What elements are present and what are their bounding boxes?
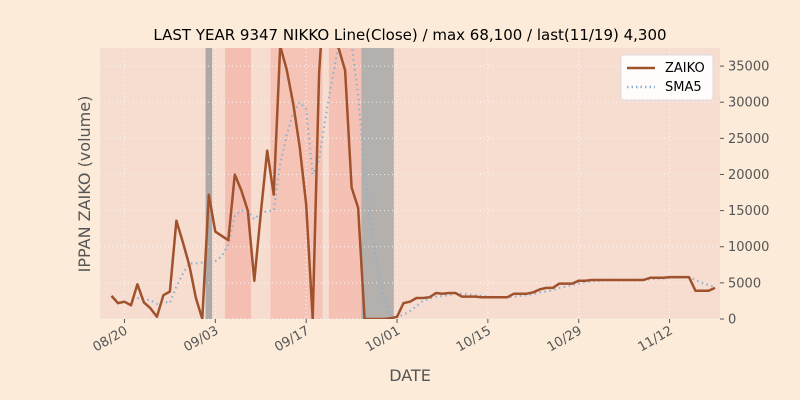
x-tick-label: 09/17 — [272, 323, 312, 355]
y-tick-label: 0 — [728, 313, 736, 328]
x-axis: 08/20 09/03 09/17 10/01 10/15 10/29 11/12 — [91, 319, 676, 355]
legend-box — [620, 54, 714, 101]
y-tick-label: 35000 — [728, 60, 769, 75]
y-tick-label: 10000 — [728, 240, 769, 255]
chart-title: LAST YEAR 9347 NIKKO Line(Close) / max 6… — [153, 26, 666, 44]
y-tick-label: 15000 — [728, 204, 769, 219]
band-0 — [205, 48, 213, 319]
x-tick-label: 11/12 — [636, 323, 676, 355]
grid — [100, 48, 720, 320]
plot-area — [100, 48, 720, 319]
x-tick-label: 09/03 — [181, 323, 221, 355]
x-axis-label: DATE — [389, 366, 431, 385]
x-tick-label: 10/15 — [454, 323, 494, 355]
legend: ZAIKO SMA5 — [620, 54, 714, 101]
y-tick-label: 30000 — [728, 96, 769, 111]
y-tick-label: 5000 — [728, 276, 761, 291]
legend-label-sma5: SMA5 — [665, 80, 702, 95]
y-tick-label: 25000 — [728, 132, 769, 147]
x-tick-label: 08/20 — [91, 323, 131, 355]
series-lines — [110, 48, 716, 319]
y-axis-label: IPPAN ZAIKO (volume) — [75, 96, 94, 273]
x-tick-label: 10/29 — [545, 323, 585, 355]
x-tick-label: 10/01 — [363, 323, 403, 355]
y-axis: 0 5000 10000 15000 20000 25000 30000 35000 — [720, 60, 769, 328]
legend-label-zaiko: ZAIKO — [665, 61, 705, 76]
y-tick-label: 20000 — [728, 168, 769, 183]
band-3 — [328, 48, 362, 319]
series-zaiko — [110, 48, 716, 319]
